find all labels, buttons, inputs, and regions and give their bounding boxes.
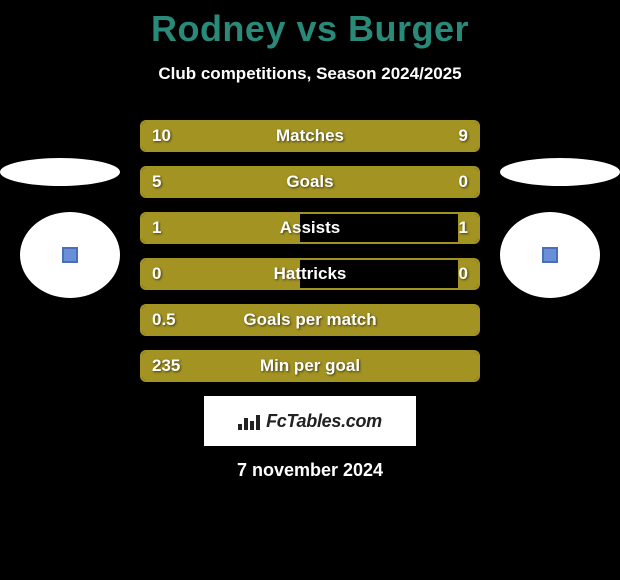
stat-bar-goals: 5 Goals 0 [140,166,480,198]
stat-value-right: 0 [459,168,468,196]
player-left-avatar [20,212,120,298]
stat-label: Goals per match [142,306,478,334]
bars-icon [238,412,260,430]
stat-label: Hattricks [142,260,478,288]
stat-label: Goals [142,168,478,196]
subtitle: Club competitions, Season 2024/2025 [0,64,620,84]
player-right-badge-icon [542,247,558,263]
player-right-ellipse [500,158,620,186]
player-right-avatar [500,212,600,298]
stat-value-right: 1 [459,214,468,242]
player-left-ellipse [0,158,120,186]
stat-bars: 10 Matches 9 5 Goals 0 1 Assists 1 0 Hat… [140,120,480,382]
stat-value-right: 9 [459,122,468,150]
stat-bar-assists: 1 Assists 1 [140,212,480,244]
stat-bar-goals-per-match: 0.5 Goals per match [140,304,480,336]
player-left-badge-icon [62,247,78,263]
date-label: 7 november 2024 [0,460,620,481]
stat-bar-min-per-goal: 235 Min per goal [140,350,480,382]
attribution-text: FcTables.com [266,411,382,432]
stat-label: Assists [142,214,478,242]
page-title: Rodney vs Burger [0,0,620,50]
stat-value-right: 0 [459,260,468,288]
stat-label: Min per goal [142,352,478,380]
comparison-chart: 10 Matches 9 5 Goals 0 1 Assists 1 0 Hat… [0,120,620,481]
stat-bar-matches: 10 Matches 9 [140,120,480,152]
stat-bar-hattricks: 0 Hattricks 0 [140,258,480,290]
attribution-badge: FcTables.com [204,396,416,446]
stat-label: Matches [142,122,478,150]
